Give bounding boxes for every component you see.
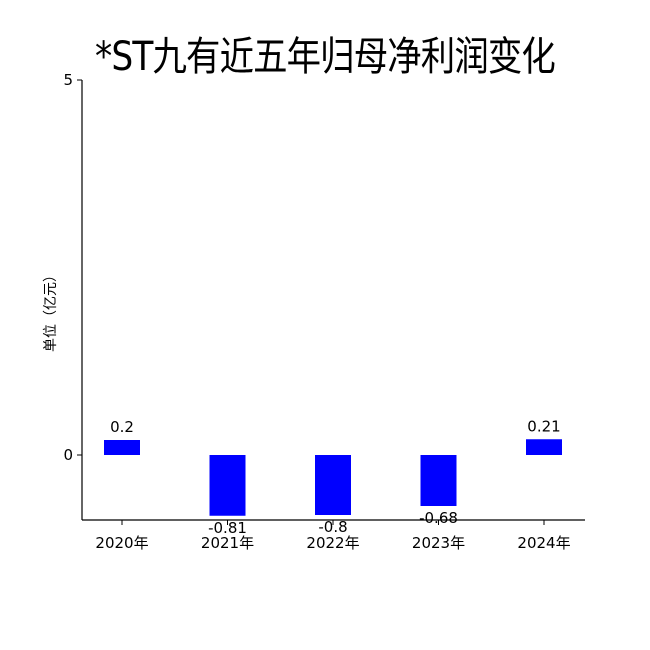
bar: [526, 439, 562, 455]
bar-value-label: 0.2: [110, 418, 134, 436]
bar-value-label: -0.81: [208, 519, 247, 537]
x-tick-label: 2021年: [201, 534, 254, 552]
y-tick-label: 0: [63, 446, 73, 464]
chart-title: *ST九有近五年归母净利润变化: [95, 34, 556, 80]
x-tick-label: 2024年: [517, 534, 570, 552]
y-tick-label: 5: [63, 71, 73, 89]
x-tick-label: 2020年: [95, 534, 148, 552]
bars: [104, 439, 562, 516]
x-axis: 2020年 2021年 2022年 2023年 2024年: [82, 519, 585, 552]
bar-value-label: 0.21: [527, 417, 560, 435]
bar: [209, 455, 246, 516]
x-tick-label: 2022年: [306, 534, 359, 552]
bar: [104, 440, 140, 455]
bar: [315, 455, 351, 515]
y-axis-label: 单位（亿元）: [43, 268, 59, 352]
bar: [420, 455, 457, 506]
bar-value-label: -0.68: [419, 509, 458, 527]
data-labels: 0.2 -0.81 -0.8 -0.68 0.21: [110, 417, 561, 537]
x-tick-label: 2023年: [412, 534, 465, 552]
y-axis: 05: [63, 71, 83, 520]
bar-value-label: -0.8: [318, 518, 347, 536]
